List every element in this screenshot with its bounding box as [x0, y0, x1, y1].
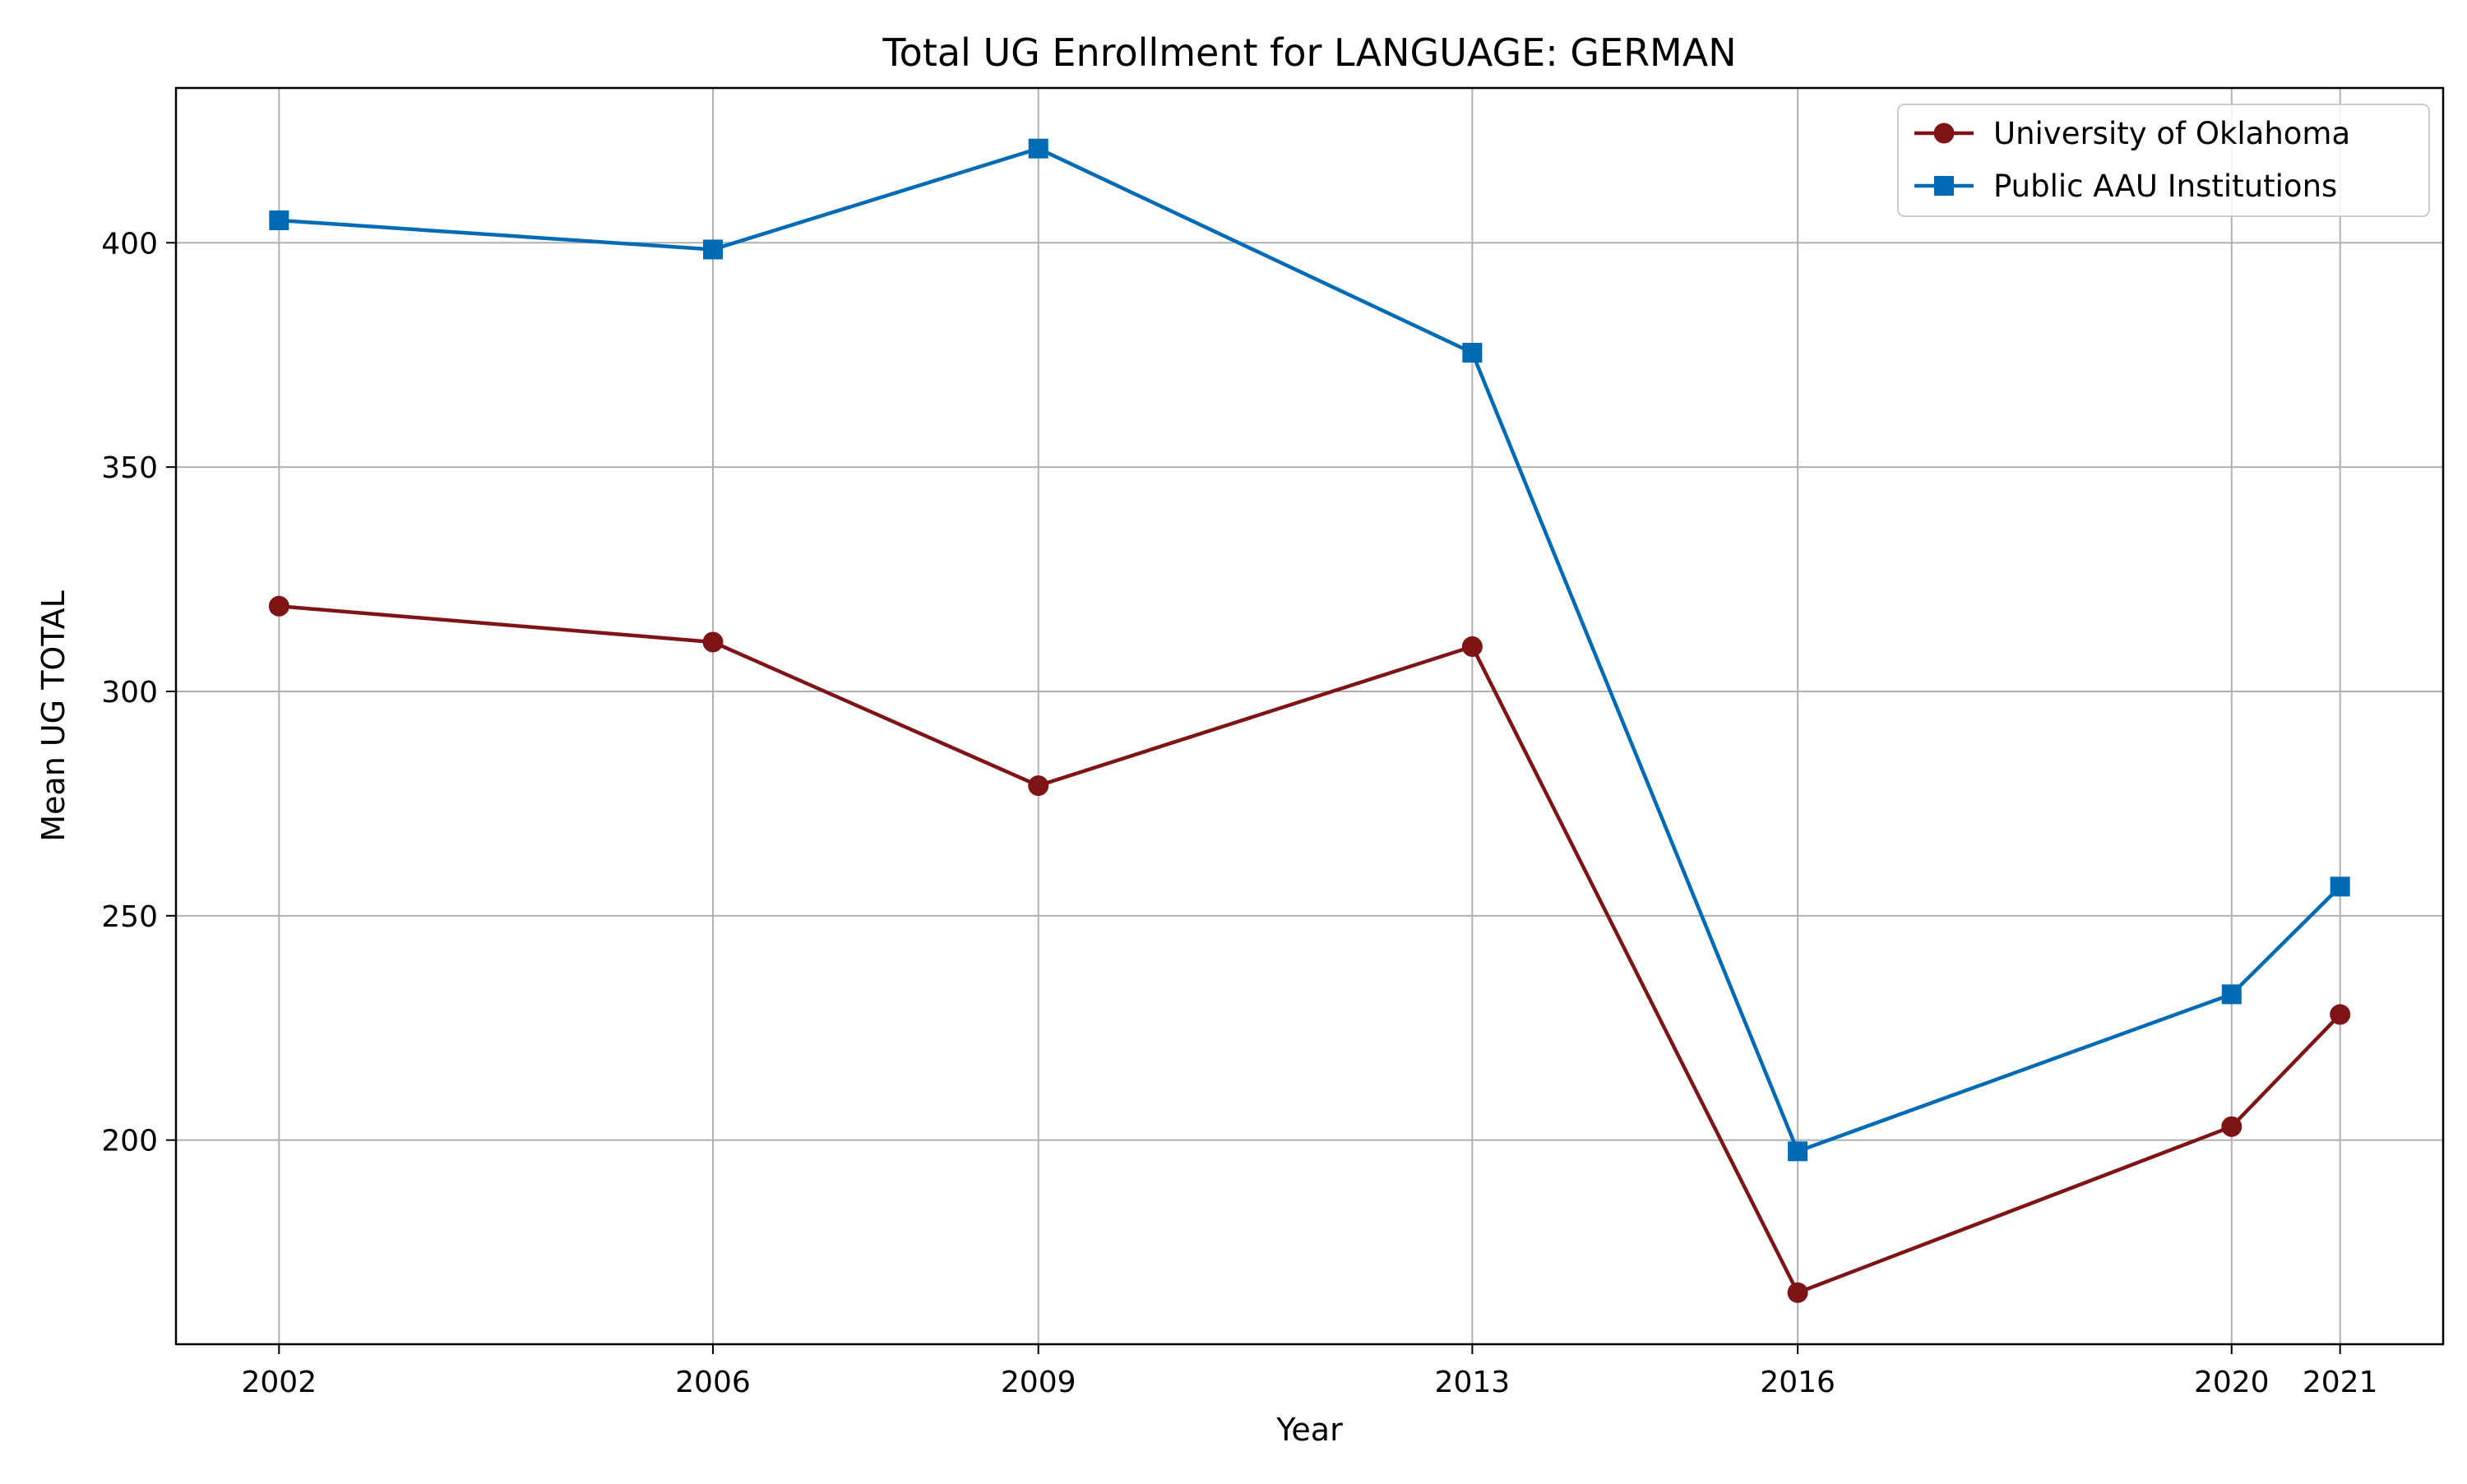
data-point-square [1788, 1141, 1808, 1162]
data-point-circle [702, 631, 724, 653]
legend-item-2: Public AAU Institutions [1914, 169, 2337, 204]
legend-item-1: University of Oklahoma [1914, 116, 2350, 151]
data-point-square [702, 239, 723, 260]
y-tick-label: 300 [101, 676, 158, 710]
data-point-circle [268, 595, 289, 617]
y-tick-label: 350 [101, 451, 158, 485]
legend: University of Oklahoma Public AAU Institu… [1897, 104, 2430, 217]
series-2 [269, 138, 2350, 1162]
data-point-square [2330, 876, 2350, 897]
chart-title: Total UG Enrollment for LANGUAGE: GERMAN [882, 30, 1736, 75]
legend-marker-square [1934, 176, 1954, 196]
series-1 [268, 595, 2351, 1303]
legend-label: Public AAU Institutions [1993, 169, 2337, 204]
x-axis-label: Year [1275, 1412, 1343, 1448]
y-tick-label: 400 [101, 227, 158, 261]
x-tick-label: 2021 [2303, 1366, 2378, 1399]
data-point-circle [1461, 636, 1483, 657]
series-lines [268, 138, 2351, 1303]
grid [176, 88, 2443, 1344]
data-point-square [269, 210, 289, 230]
data-point-square [1028, 138, 1048, 159]
axes: 2002 2006 2009 2013 2016 2020 2021 200 250 300 350… [101, 227, 2377, 1399]
y-tick-label: 200 [101, 1125, 158, 1158]
x-tick-label: 2013 [1435, 1366, 1511, 1399]
x-tick-label: 2002 [242, 1366, 317, 1399]
x-tick-label: 2009 [1001, 1366, 1076, 1399]
y-tick-label: 250 [101, 900, 158, 934]
x-tick-label: 2016 [1760, 1366, 1835, 1399]
data-point-circle [1787, 1282, 1808, 1303]
data-point-square [1462, 342, 1483, 363]
legend-label: University of Oklahoma [1993, 116, 2350, 151]
plot-frame [174, 86, 2445, 1346]
data-point-circle [1028, 775, 1049, 797]
data-point-square [2221, 984, 2242, 1005]
x-tick-label: 2006 [675, 1366, 751, 1399]
legend-box [1897, 104, 2430, 217]
y-axis-label: Mean UG TOTAL [35, 590, 72, 842]
data-point-circle [2330, 1004, 2351, 1025]
x-tick-label: 2020 [2194, 1366, 2270, 1399]
legend-marker-circle [1933, 123, 1955, 144]
data-point-circle [2221, 1116, 2243, 1137]
